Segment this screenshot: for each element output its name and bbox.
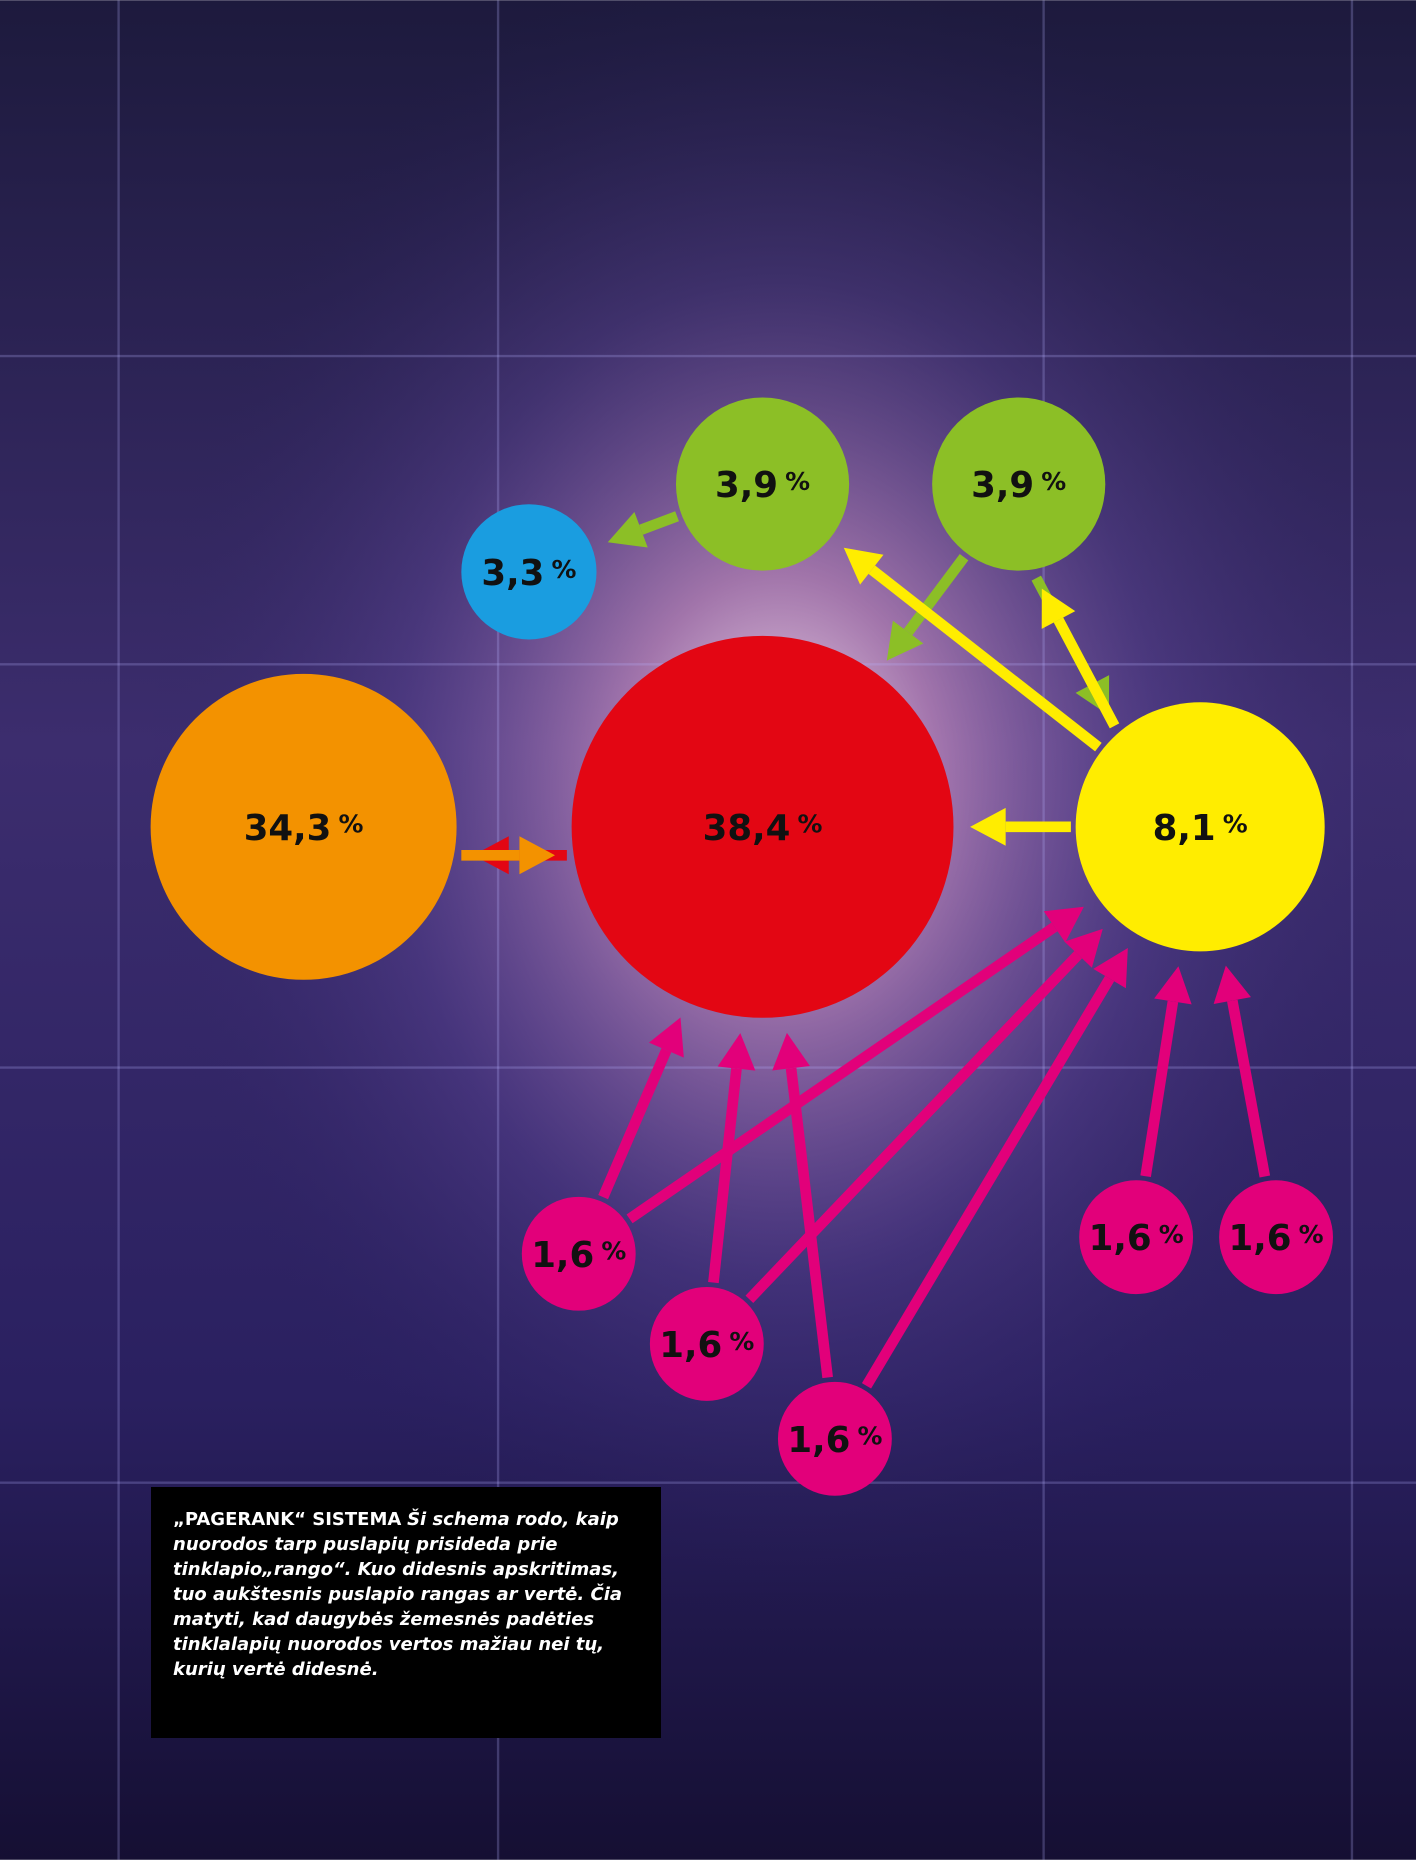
node-value: 8,1	[1153, 808, 1216, 849]
caption-title: „PAGERANK“ SISTEMA	[173, 1509, 401, 1530]
node-unit: %	[1223, 810, 1248, 839]
node-unit: %	[729, 1327, 754, 1356]
node-value: 3,3	[481, 553, 544, 594]
node-value: 1,6	[659, 1325, 722, 1366]
node-unit: %	[785, 467, 810, 496]
node-unit: %	[857, 1422, 882, 1451]
node-unit: %	[798, 810, 823, 839]
node-unit: %	[1159, 1220, 1184, 1249]
node-value: 3,9	[971, 465, 1034, 506]
node-value: 38,4	[703, 808, 791, 849]
node-value: 3,9	[715, 465, 778, 506]
node-value: 1,6	[531, 1235, 594, 1276]
node-unit: %	[1299, 1220, 1324, 1249]
page: 3,9%3,9%3,3%34,3%38,4%8,1%1,6%1,6%1,6%1,…	[0, 0, 1416, 1860]
node-unit: %	[601, 1237, 626, 1266]
node-unit: %	[1041, 467, 1066, 496]
node-value: 34,3	[244, 808, 332, 849]
node-unit: %	[552, 555, 577, 584]
node-unit: %	[339, 810, 364, 839]
node-value: 1,6	[787, 1420, 850, 1461]
node-value: 1,6	[1229, 1218, 1292, 1259]
caption-text: Ši schema rodo, kaip nuorodos tarp pusla…	[173, 1509, 622, 1680]
node-value: 1,6	[1089, 1218, 1152, 1259]
caption: „PAGERANK“ SISTEMA Ši schema rodo, kaip …	[151, 1487, 661, 1738]
